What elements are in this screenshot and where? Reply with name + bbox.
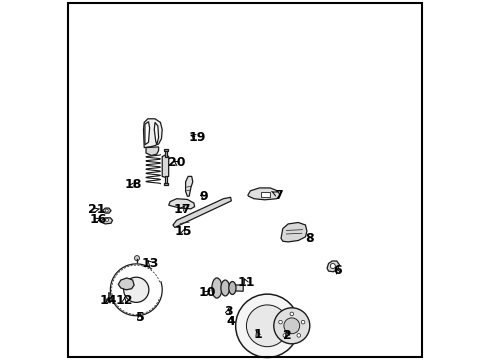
Polygon shape: [173, 197, 231, 228]
Text: 13: 13: [142, 257, 159, 270]
Polygon shape: [169, 199, 195, 209]
Polygon shape: [248, 188, 280, 200]
Text: 15: 15: [175, 225, 193, 238]
Circle shape: [106, 298, 111, 303]
Polygon shape: [118, 278, 134, 290]
Text: 10: 10: [199, 286, 216, 299]
Polygon shape: [162, 155, 169, 177]
Circle shape: [236, 294, 299, 357]
Text: 20: 20: [168, 156, 185, 169]
Text: 11: 11: [237, 276, 255, 289]
Circle shape: [246, 305, 288, 347]
Circle shape: [330, 264, 335, 269]
Circle shape: [284, 318, 300, 334]
Circle shape: [106, 219, 109, 221]
Text: 6: 6: [333, 264, 342, 277]
Text: 19: 19: [189, 131, 206, 144]
Circle shape: [283, 334, 287, 337]
Polygon shape: [102, 218, 113, 224]
Text: 2: 2: [283, 329, 292, 342]
Polygon shape: [281, 222, 307, 242]
Polygon shape: [212, 285, 243, 291]
Text: 1: 1: [253, 328, 262, 341]
Polygon shape: [165, 176, 167, 184]
Polygon shape: [146, 147, 159, 156]
Circle shape: [105, 209, 108, 212]
Polygon shape: [164, 149, 168, 151]
Polygon shape: [164, 183, 168, 185]
Text: 16: 16: [90, 213, 107, 226]
Text: 17: 17: [173, 203, 191, 216]
Text: 14: 14: [99, 294, 117, 307]
Circle shape: [301, 320, 305, 324]
Text: 7: 7: [271, 189, 283, 202]
Text: 8: 8: [305, 232, 314, 245]
Polygon shape: [102, 208, 111, 213]
Ellipse shape: [221, 280, 229, 296]
Text: 5: 5: [136, 311, 144, 324]
Circle shape: [274, 308, 310, 344]
Polygon shape: [186, 176, 193, 196]
Polygon shape: [144, 119, 162, 148]
Circle shape: [108, 299, 110, 301]
Polygon shape: [154, 122, 159, 145]
Circle shape: [123, 277, 149, 302]
Text: 18: 18: [125, 178, 142, 191]
Circle shape: [134, 256, 140, 261]
Text: 3: 3: [224, 305, 232, 318]
Circle shape: [297, 334, 300, 337]
Polygon shape: [327, 261, 339, 272]
Text: 9: 9: [199, 190, 208, 203]
Circle shape: [279, 320, 282, 324]
Text: 21: 21: [88, 203, 105, 216]
FancyBboxPatch shape: [261, 192, 270, 197]
Text: 4: 4: [226, 315, 235, 328]
Polygon shape: [165, 150, 167, 157]
Polygon shape: [145, 122, 149, 145]
Ellipse shape: [229, 282, 236, 294]
Text: 12: 12: [116, 294, 133, 307]
Ellipse shape: [212, 278, 222, 298]
Circle shape: [290, 312, 294, 316]
